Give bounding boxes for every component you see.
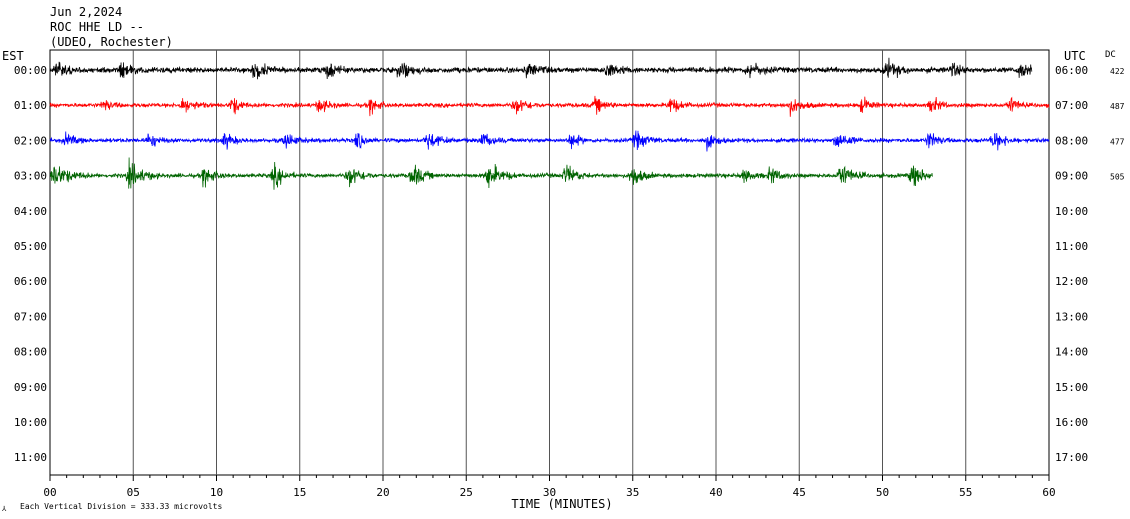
right-row-label: 10:00: [1055, 205, 1088, 218]
right-row-label: 09:00: [1055, 170, 1088, 183]
left-row-label: 03:00: [14, 170, 47, 183]
left-row-label: 01:00: [14, 99, 47, 112]
x-tick-label: 60: [1042, 486, 1055, 499]
right-row-label: 16:00: [1055, 416, 1088, 429]
x-tick-label: 10: [210, 486, 223, 499]
x-tick-label: 50: [876, 486, 889, 499]
header-location: (UDEO, Rochester): [50, 35, 173, 49]
left-row-label: 04:00: [14, 205, 47, 218]
left-row-label: 09:00: [14, 381, 47, 394]
right-row-label: 11:00: [1055, 240, 1088, 253]
left-row-label: 07:00: [14, 310, 47, 323]
right-row-label: 13:00: [1055, 310, 1088, 323]
trace-row-3: [49, 157, 933, 190]
x-tick-label: 05: [127, 486, 140, 499]
trace-row-0: [49, 57, 1033, 80]
right-row-label: 08:00: [1055, 134, 1088, 147]
trace-row-1: [49, 95, 1050, 117]
left-row-label: 00:00: [14, 64, 47, 77]
x-tick-label: 00: [43, 486, 56, 499]
right-row-label: 12:00: [1055, 275, 1088, 288]
x-tick-label: 35: [626, 486, 639, 499]
left-row-label: 10:00: [14, 416, 47, 429]
x-tick-label: 55: [959, 486, 972, 499]
left-row-label: 06:00: [14, 275, 47, 288]
right-axis-label: UTC: [1064, 49, 1086, 63]
x-tick-label: 20: [376, 486, 389, 499]
dc-value: 422: [1110, 67, 1125, 76]
dc-label: DC: [1105, 50, 1116, 60]
dc-value: 505: [1110, 173, 1125, 182]
left-row-labels: 00:00 01:00 02:00 03:00 04:00 05:00 06:00 07:00…: [14, 64, 47, 464]
dc-value: 487: [1110, 102, 1125, 111]
trace-row-2: [49, 130, 1050, 152]
right-row-label: 15:00: [1055, 381, 1088, 394]
left-axis-label: EST: [2, 49, 24, 63]
right-row-label: 07:00: [1055, 99, 1088, 112]
vertical-grid-lines: [132, 50, 967, 475]
scale-icon: ⅄: [1, 505, 7, 513]
footer-note: Each Vertical Division = 333.33 microvol…: [20, 502, 222, 511]
header-station: ROC HHE LD --: [50, 20, 144, 34]
left-row-label: 05:00: [14, 240, 47, 253]
left-row-label: 08:00: [14, 346, 47, 359]
dc-values: 422 487 477 505: [1110, 67, 1125, 182]
right-row-label: 14:00: [1055, 346, 1088, 359]
x-tick-label: 40: [709, 486, 722, 499]
left-row-label: 02:00: [14, 134, 47, 147]
x-tick-labels: 00 05 10 15 20 25 30 35 40 45 50 55 60: [43, 486, 1055, 499]
seismic-traces: [49, 57, 1050, 190]
right-row-labels: 06:00 07:00 08:00 09:00 10:00 11:00 12:00 13:00…: [1055, 64, 1088, 464]
x-tick-label: 15: [293, 486, 306, 499]
x-tick-label: 45: [793, 486, 806, 499]
x-tick-label: 30: [543, 486, 556, 499]
left-row-label: 11:00: [14, 451, 47, 464]
dc-value: 477: [1110, 137, 1125, 146]
right-row-label: 06:00: [1055, 64, 1088, 77]
x-axis-label: TIME (MINUTES): [511, 497, 612, 511]
header-date: Jun 2,2024: [50, 5, 122, 19]
x-tick-label: 25: [460, 486, 473, 499]
minor-ticks: [49, 475, 1050, 481]
right-row-label: 17:00: [1055, 451, 1088, 464]
